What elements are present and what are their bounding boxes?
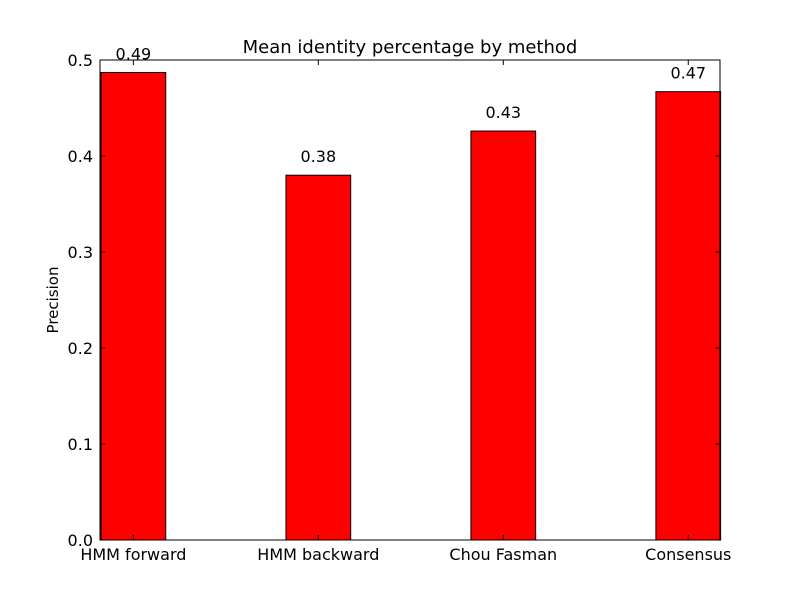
y-tick-label: 0.1 bbox=[68, 435, 93, 454]
bar bbox=[285, 174, 352, 541]
bar bbox=[655, 91, 722, 541]
y-tick-label: 0.2 bbox=[68, 339, 93, 358]
y-ticks-group: 0.0 0.1 0.2 0.3 0.4 0.5 bbox=[68, 51, 720, 550]
bar bbox=[100, 71, 167, 541]
x-ticks-group: HMM forward HMM backward Chou Fasman Consen… bbox=[80, 60, 731, 564]
bar-value-label: 0.38 bbox=[301, 147, 337, 166]
bar bbox=[470, 130, 537, 541]
x-tick-label: Consensus bbox=[645, 545, 731, 564]
bar-value-label: 0.47 bbox=[670, 64, 706, 83]
chart-title: Mean identity percentage by method bbox=[243, 37, 578, 58]
x-tick-label: HMM forward bbox=[80, 545, 186, 564]
y-axis-label: Precision bbox=[44, 267, 62, 334]
bar-value-label: 0.43 bbox=[485, 103, 521, 122]
bar-value-label: 0.49 bbox=[116, 44, 152, 63]
value-labels-group: 0.49 0.38 0.43 0.47 bbox=[116, 44, 707, 166]
y-tick-label: 0.0 bbox=[68, 531, 93, 550]
y-tick-label: 0.3 bbox=[68, 243, 93, 262]
x-tick-label: HMM backward bbox=[257, 545, 379, 564]
y-tick-label: 0.5 bbox=[68, 51, 93, 70]
x-tick-label: Chou Fasman bbox=[449, 545, 557, 564]
plot-frame bbox=[99, 59, 721, 541]
bars-group bbox=[100, 71, 722, 541]
y-tick-label: 0.4 bbox=[68, 147, 93, 166]
